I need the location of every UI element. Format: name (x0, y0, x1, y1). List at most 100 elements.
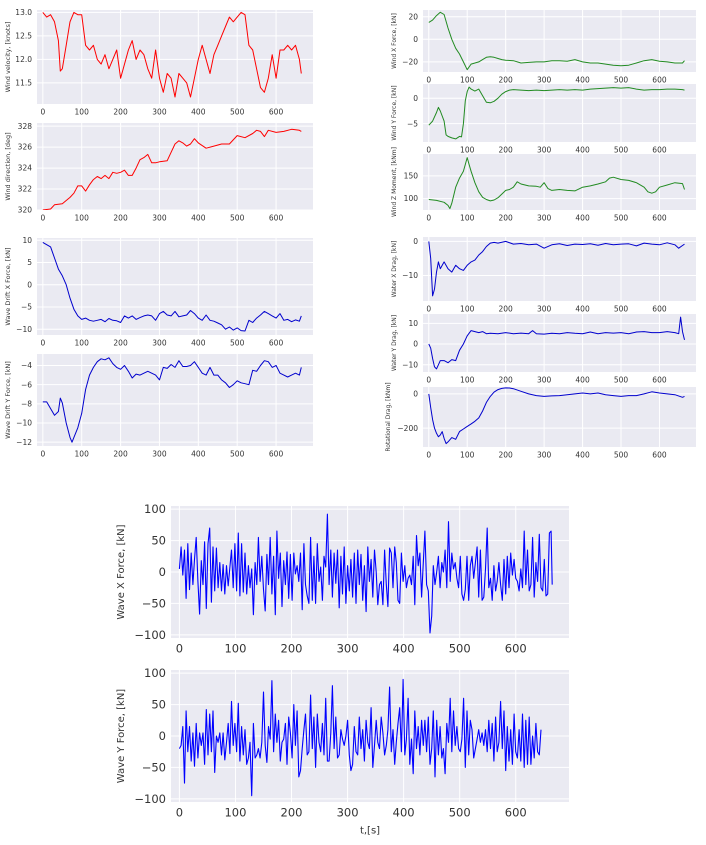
x-tick-label: 100 (75, 450, 90, 459)
y-tick-label: 100 (404, 194, 419, 203)
x-tick-label: 300 (537, 376, 552, 385)
wind-y-force-series-line (428, 86, 685, 140)
x-tick-label: 500 (230, 108, 245, 117)
x-tick-label: 300 (152, 108, 167, 117)
x-tick-label: 200 (499, 376, 514, 385)
x-tick-label: 200 (499, 451, 514, 460)
y-tick-label: 50 (151, 534, 166, 548)
x-tick-label: 600 (269, 108, 284, 117)
y-tick-label: 324 (18, 164, 33, 173)
x-tick-label: 400 (191, 450, 206, 459)
x-tick-label: 300 (337, 642, 359, 656)
wind-x-force-series-line (428, 11, 685, 71)
y-tick-label: 0 (159, 729, 166, 743)
water-x-drag-subplot: 0 100 200 300 400 500 600 −10 0 Water X Drag, [kN… (391, 237, 696, 314)
wave-drift-y-subplot: 0 100 200 300 400 500 600 −12 −10 −8 −6 −4 Wave Drif… (4, 354, 313, 459)
x-tick-label: 300 (152, 339, 167, 348)
x-tick-label: 0 (426, 305, 431, 314)
x-tick-label: 400 (575, 376, 590, 385)
y-tick-label: 10 (408, 319, 418, 328)
wind-velocity-series-line (42, 11, 302, 98)
x-tick-label: 500 (230, 214, 245, 223)
y-tick-label: 322 (18, 185, 33, 194)
x-tick-label: 200 (499, 305, 514, 314)
wind-velocity-subplot: 0 100 200 300 400 500 600 11.5 12.0 12.5 13.0Wind … (4, 8, 313, 117)
x-axis-label: t,[s] (360, 826, 380, 837)
x-tick-label: 100 (460, 305, 475, 314)
axes-background (37, 238, 313, 335)
x-tick-label: 600 (505, 806, 527, 820)
y-tick-label: 12.0 (15, 55, 32, 64)
x-tick-label: 100 (224, 642, 246, 656)
x-tick-label: 600 (652, 76, 667, 85)
x-tick-label: 100 (460, 376, 475, 385)
y-axis-label: Wind velocity, [knots] (4, 22, 12, 93)
x-tick-label: 400 (191, 108, 206, 117)
y-tick-label: −5 (407, 119, 418, 128)
y-tick-label: −10 (402, 271, 418, 280)
wind-z-moment-series-line (428, 157, 685, 210)
x-tick-label: 600 (652, 214, 667, 223)
x-tick-label: 400 (575, 214, 590, 223)
y-tick-label: 326 (18, 143, 33, 152)
wind-x-force-subplot: 0 100 200 300 400 500 600 −20 0 20 Wind X Force, [… (391, 10, 696, 85)
y-tick-label: −10 (402, 360, 418, 369)
y-tick-label: 0 (413, 340, 418, 349)
y-tick-label: −4 (21, 361, 32, 370)
axes-background (37, 123, 313, 210)
x-tick-label: 500 (614, 146, 629, 155)
y-tick-label: 320 (18, 206, 33, 215)
y-tick-label: 0 (27, 280, 32, 289)
x-tick-label: 100 (460, 451, 475, 460)
x-tick-label: 100 (460, 214, 475, 223)
y-axis-label: Wind Y Force, [kN] (391, 85, 398, 140)
wave-y-force-subplot: 0 100 200 300 400 500 600 −100 −50 0 50 100 Wave Y F… (116, 666, 569, 837)
water-y-drag-subplot: 0 100 200 300 400 500 600 −10 0 10 Water Y Drag, [… (391, 314, 696, 385)
x-tick-label: 400 (575, 146, 590, 155)
x-tick-label: 200 (499, 76, 514, 85)
x-tick-label: 500 (230, 450, 245, 459)
wind-y-force-subplot: 0 100 200 300 400 500 600 −5 0 Wind Y Force, [kN] (391, 84, 696, 155)
x-tick-label: 400 (575, 451, 590, 460)
wind-direction-series-line (42, 128, 302, 210)
x-tick-label: 400 (575, 305, 590, 314)
x-tick-label: 400 (191, 214, 206, 223)
x-tick-label: 200 (281, 806, 303, 820)
y-tick-label: 11.5 (15, 78, 32, 87)
y-tick-label: 10 (22, 236, 32, 245)
axes-background (423, 237, 696, 301)
y-tick-label: −20 (402, 57, 418, 66)
y-tick-label: 100 (144, 502, 166, 516)
x-tick-label: 500 (614, 214, 629, 223)
x-tick-label: 600 (269, 214, 284, 223)
water-x-drag-series-line (428, 240, 685, 297)
y-axis-label: Rotational Drag, [kNm] (385, 382, 392, 451)
x-tick-label: 200 (281, 642, 303, 656)
x-tick-label: 100 (75, 214, 90, 223)
y-tick-label: 13.0 (15, 8, 32, 17)
axes-background (37, 354, 313, 446)
axes-background (423, 154, 696, 210)
x-tick-label: 0 (176, 806, 183, 820)
y-tick-label: −50 (142, 596, 166, 610)
x-tick-label: 600 (652, 146, 667, 155)
x-tick-label: 300 (537, 305, 552, 314)
y-tick-label: −200 (397, 424, 418, 433)
axes-background (423, 84, 696, 142)
x-tick-label: 600 (652, 376, 667, 385)
x-tick-label: 200 (113, 108, 128, 117)
y-tick-label: 20 (408, 12, 418, 21)
x-tick-label: 100 (75, 339, 90, 348)
y-tick-label: 50 (151, 698, 166, 712)
y-tick-label: −12 (16, 438, 32, 447)
x-tick-label: 300 (337, 806, 359, 820)
y-tick-label: 150 (404, 171, 419, 180)
y-axis-label: Wind X Force, [kN] (391, 13, 398, 69)
x-tick-label: 200 (113, 339, 128, 348)
x-tick-label: 500 (614, 451, 629, 460)
y-tick-label: 0 (159, 565, 166, 579)
x-tick-label: 100 (75, 108, 90, 117)
x-tick-label: 200 (499, 146, 514, 155)
y-tick-label: −8 (21, 399, 32, 408)
